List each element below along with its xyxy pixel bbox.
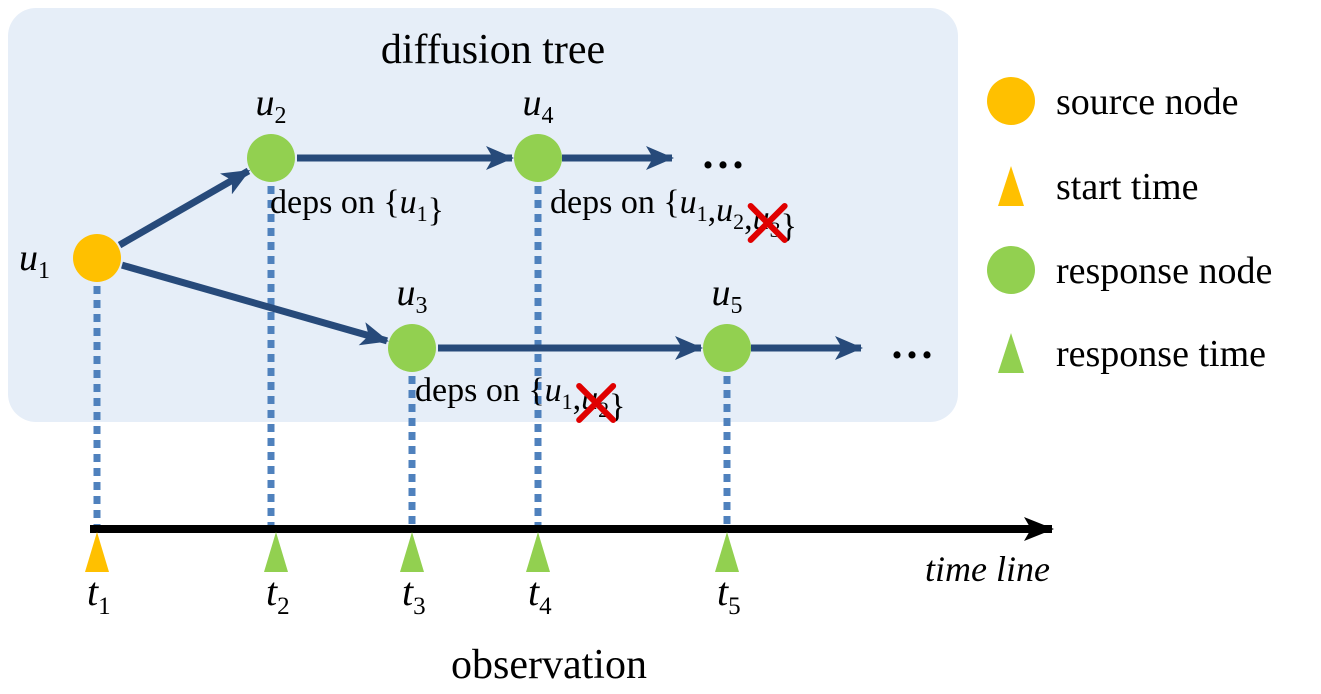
edge-u1-u3 — [121, 261, 389, 346]
time-marker-t2 — [264, 532, 288, 572]
ellipsis-u4: ... — [703, 129, 748, 178]
dotted-lines — [93, 158, 731, 529]
time-markers: t1 t2 t3 t4 t5 — [85, 532, 741, 620]
cross-mark — [747, 203, 788, 243]
time-label-t3: t3 — [402, 569, 426, 620]
node-label-u1: u1 — [19, 237, 50, 284]
time-label-t4: t4 — [528, 569, 552, 620]
legend: source node start time response node respon… — [987, 77, 1272, 375]
time-line-label: time line — [925, 549, 1050, 589]
time-label-t5: t5 — [717, 569, 741, 620]
node-label-u4: u4 — [523, 82, 554, 129]
ellipsis-u5: ... — [892, 319, 937, 368]
deps-label-u2: deps on {u1} — [270, 184, 444, 229]
legend-response-time-icon — [998, 333, 1024, 373]
node-u3 — [388, 324, 436, 372]
legend-label: source node — [1056, 81, 1239, 123]
diffusion-tree-panel — [8, 8, 958, 422]
legend-label: response time — [1056, 333, 1266, 375]
time-label-t2: t2 — [266, 569, 290, 620]
legend-label: start time — [1056, 166, 1198, 208]
time-marker-t3 — [400, 532, 424, 572]
tree-nodes: u1 u2 u3 u4 u5 — [19, 82, 751, 372]
tree-edges: ...... — [117, 129, 937, 368]
time-marker-t4 — [526, 532, 550, 572]
node-label-u5: u5 — [712, 272, 743, 319]
observation-caption: observation — [451, 642, 647, 688]
node-u4 — [514, 134, 562, 182]
node-label-u3: u3 — [397, 272, 428, 319]
node-u1 — [73, 234, 121, 282]
cross-mark — [576, 383, 617, 423]
node-label-u2: u2 — [256, 82, 287, 129]
time-marker-t5 — [715, 532, 739, 572]
diffusion-tree-title: diffusion tree — [381, 27, 605, 73]
edge-u1-u2 — [117, 167, 251, 249]
deps-label-u3: deps on {u1,u2} — [415, 372, 625, 425]
time-marker-t1 — [85, 532, 109, 572]
legend-response-node-icon — [987, 246, 1035, 294]
legend-source-node-icon — [987, 77, 1035, 125]
time-label-t1: t1 — [87, 569, 111, 620]
dependency-labels: deps on {u1}deps on {u1,u2,u3}deps on {u… — [270, 184, 797, 425]
node-u2 — [247, 134, 295, 182]
node-u5 — [703, 324, 751, 372]
legend-source-time-icon — [998, 166, 1024, 206]
legend-label: response node — [1056, 250, 1272, 292]
